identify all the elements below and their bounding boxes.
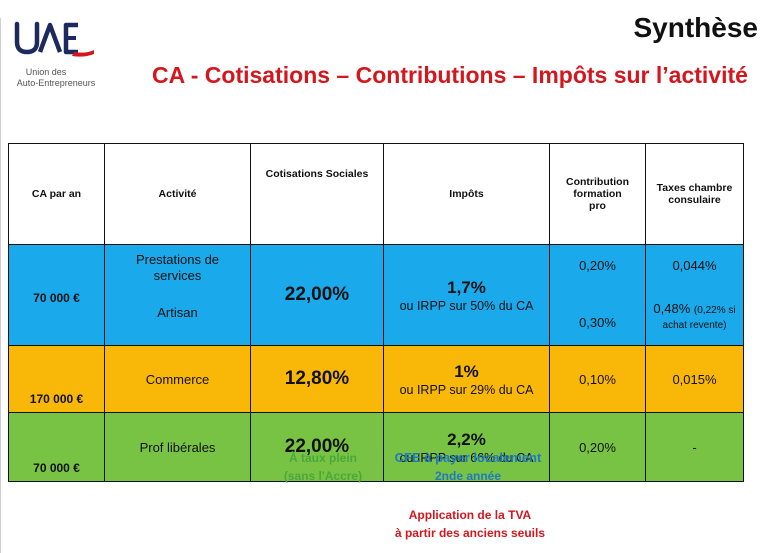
row3-impots-main: 2,2% xyxy=(447,429,486,449)
uae-logo: Union des Auto-Entrepreneurs xyxy=(14,16,124,88)
header-impots: Impôts xyxy=(383,143,550,245)
row3-formation: 0,20% xyxy=(549,412,646,482)
logo-tagline-line1: Union des xyxy=(25,67,67,77)
note-tva-line1: Application de la TVA xyxy=(408,508,532,522)
row3-ca: 70 000 € xyxy=(8,412,105,482)
row1-formation: 0,20% 0,30% xyxy=(549,244,646,346)
header-activite: Activité xyxy=(104,143,251,245)
row2-activite: Commerce xyxy=(104,345,251,413)
row1-activite-2: Artisan xyxy=(157,305,198,320)
table-header-row: CA par an Activité Cotisations Sociales … xyxy=(8,143,744,245)
row1-chambre-1: 0,044% xyxy=(672,258,717,273)
note-cfe-line2: 2nde année xyxy=(434,469,502,483)
row3-chambre: - xyxy=(645,412,744,482)
row1-ca: 70 000 € xyxy=(8,244,105,346)
row1-impots-main: 1,7% xyxy=(447,277,486,297)
row3-impots-sub: ou IRPP sur 66% du CA xyxy=(399,450,534,465)
row2-impots: 1% ou IRPP sur 29% du CA xyxy=(383,345,550,413)
row1-chambre-2: 0,48% (0,22% si achat revente) xyxy=(646,302,743,332)
note-cfe-line1: CFE à payer localement xyxy=(394,450,542,465)
row3-impots: 2,2% ou IRPP sur 66% du CA xyxy=(383,412,550,482)
slide-edge xyxy=(0,18,1,553)
row2-chambre: 0,015% xyxy=(645,345,744,413)
uae-logo-mark xyxy=(14,21,94,57)
row3-activite: Prof libérales xyxy=(104,412,251,482)
row1-activite: Prestations de services Artisan xyxy=(104,244,251,346)
row2-formation: 0,10% xyxy=(549,345,646,413)
tax-table: CA par an Activité Cotisations Sociales … xyxy=(8,143,744,482)
row3-cotisations: 22,00% xyxy=(250,412,384,482)
row1-chambre: 0,044% 0,48% (0,22% si achat revente) xyxy=(645,244,744,346)
row1-impots-sub: ou IRPP sur 50% du CA xyxy=(399,298,534,313)
table-row: 70 000 € Prestations de services Artisan… xyxy=(8,244,744,346)
row1-formation-2: 0,30% xyxy=(579,315,616,330)
row1-activite-1: Prestations de services xyxy=(135,252,220,283)
row1-cotisations: 22,00% xyxy=(250,244,384,346)
header-formation: Contribution formation pro xyxy=(549,143,646,245)
headline: CA - Cotisations – Contributions – Impôt… xyxy=(152,62,748,88)
row1-chambre-2-main: 0,48% xyxy=(653,301,691,316)
row1-impots: 1,7% ou IRPP sur 50% du CA xyxy=(383,244,550,346)
row2-cotisations: 12,80% xyxy=(250,345,384,413)
slide-label: Synthèse xyxy=(633,12,759,43)
row2-impots-sub: ou IRPP sur 29% du CA xyxy=(399,382,534,397)
row2-ca: 170 000 € xyxy=(8,345,105,413)
note-taux-line2: (sans l'Accre) xyxy=(283,469,363,483)
table-row: 170 000 € Commerce 12,80% 1% ou IRPP sur… xyxy=(8,345,744,413)
header-ca: CA par an xyxy=(8,143,105,245)
table-row: 70 000 € Prof libérales 22,00% 2,2% ou I… xyxy=(8,412,744,482)
header-chambre: Taxes chambre consulaire xyxy=(645,143,744,245)
row2-impots-main: 1% xyxy=(454,361,479,381)
header-cotisations: Cotisations Sociales xyxy=(250,143,384,245)
row1-chambre-2-note-a: (0,22% si xyxy=(693,305,736,316)
note-taux-line1: À taux plein xyxy=(288,451,357,465)
row1-formation-1: 0,20% xyxy=(579,258,616,273)
note-tva-line2: à partir des anciens seuils xyxy=(394,526,546,540)
logo-tagline-line2: Auto-Entrepreneurs xyxy=(16,78,96,88)
row1-chambre-2-note-b: achat revente) xyxy=(662,320,727,331)
